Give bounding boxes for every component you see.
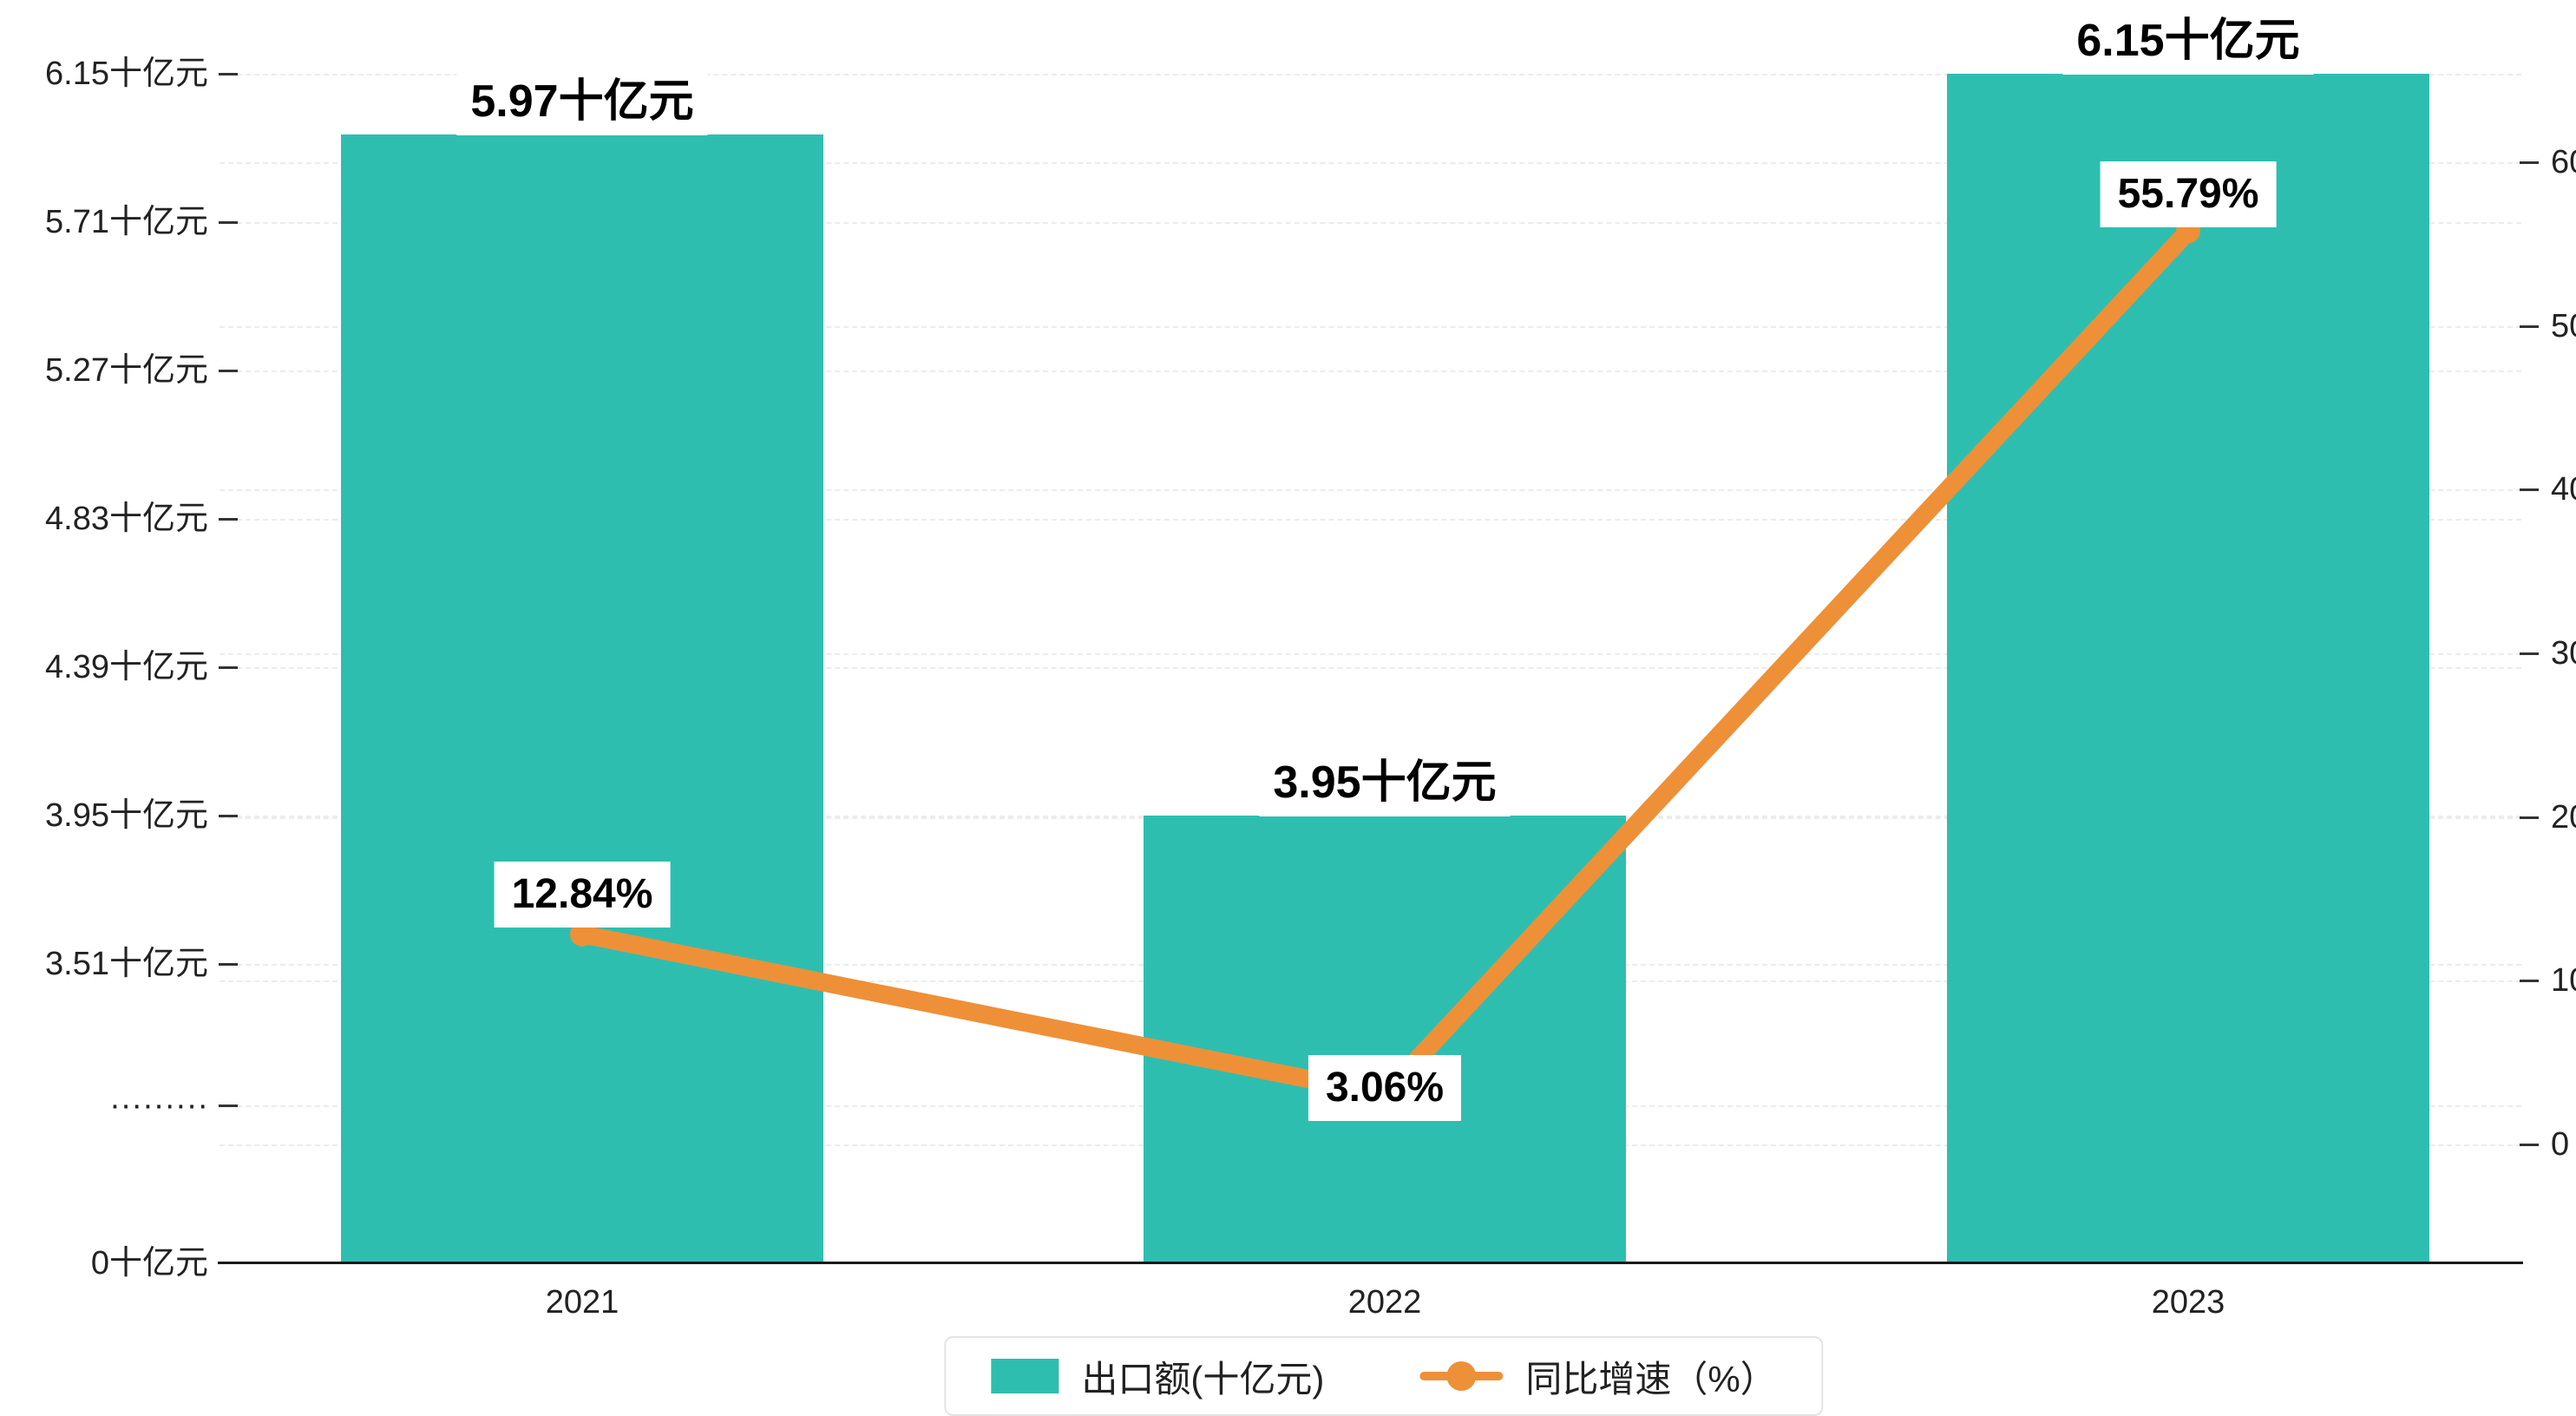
left-axis-tick-label: 0十亿元 [90,1245,208,1282]
right-axis-tick-label: 40 [2551,471,2576,508]
x-axis-category-label: 2022 [1347,1284,1422,1321]
gridline [220,162,2521,164]
left-axis-tick-label: 3.51十亿元 [45,946,208,982]
right-axis-tick-mark [2520,325,2539,328]
right-axis-tick-label: 50 [2551,308,2576,344]
x-axis-category-label: 2023 [2151,1284,2225,1321]
bar-value-label: 5.97十亿元 [456,69,708,135]
legend-line-marker-icon [1419,1359,1504,1393]
x-axis-line [218,1262,2523,1264]
left-axis-tick-label: ········· [109,1087,208,1124]
growth-value-label: 3.06% [1308,1055,1462,1121]
left-axis-tick-label: 4.83十亿元 [45,501,208,537]
left-axis-tick-mark [219,815,238,817]
left-axis-tick-mark [219,370,238,372]
x-axis-category-label: 2021 [545,1284,619,1321]
export-bar [1947,74,2429,1263]
legend-bar-swatch-icon [991,1359,1059,1393]
gridline [220,74,2521,75]
left-axis-tick-label: 4.39十亿元 [45,649,208,685]
legend-item-export-bar[interactable]: 出口额(十亿元) [991,1350,1324,1403]
growth-value-label: 55.79% [2100,161,2277,227]
legend-bar-label: 出口额(十亿元) [1081,1358,1325,1400]
left-axis-tick-mark [219,963,238,966]
left-axis-tick-mark [219,73,238,75]
right-axis-tick-label: 20 [2551,799,2576,836]
legend: 出口额(十亿元) 同比增速（%） [944,1336,1824,1416]
bar-value-label: 3.95十亿元 [1259,750,1511,816]
right-axis-tick-mark [2520,488,2539,491]
export-bar [1144,816,1626,1263]
right-axis-tick-label: 10 [2551,962,2576,999]
left-axis-tick-mark [219,666,238,669]
right-axis-tick-label: 60 [2551,144,2576,180]
left-axis-tick-mark [219,1105,238,1107]
right-axis-tick-mark [2520,161,2539,164]
legend-line-label: 同比增速（%） [1525,1358,1777,1400]
left-axis-tick-mark [219,221,238,224]
right-axis-tick-mark [2520,652,2539,655]
right-axis-tick-label: 30 [2551,635,2576,672]
export-bar [341,134,823,1263]
right-axis-tick-mark [2520,816,2539,819]
legend-item-growth-line[interactable]: 同比增速（%） [1419,1350,1777,1403]
left-axis-tick-label: 3.95十亿元 [45,797,208,834]
right-axis-tick-mark [2520,1144,2539,1146]
bar-value-label: 6.15十亿元 [2062,8,2314,75]
growth-value-label: 12.84% [494,862,671,928]
left-axis-tick-label: 6.15十亿元 [45,56,208,92]
right-axis-tick-label: 0 [2551,1126,2570,1163]
legend-line-dot [1446,1361,1477,1391]
left-axis-tick-mark [219,518,238,521]
right-axis-tick-mark [2520,980,2539,982]
left-axis-tick-label: 5.71十亿元 [45,204,208,240]
left-axis-tick-label: 5.27十亿元 [45,352,208,389]
